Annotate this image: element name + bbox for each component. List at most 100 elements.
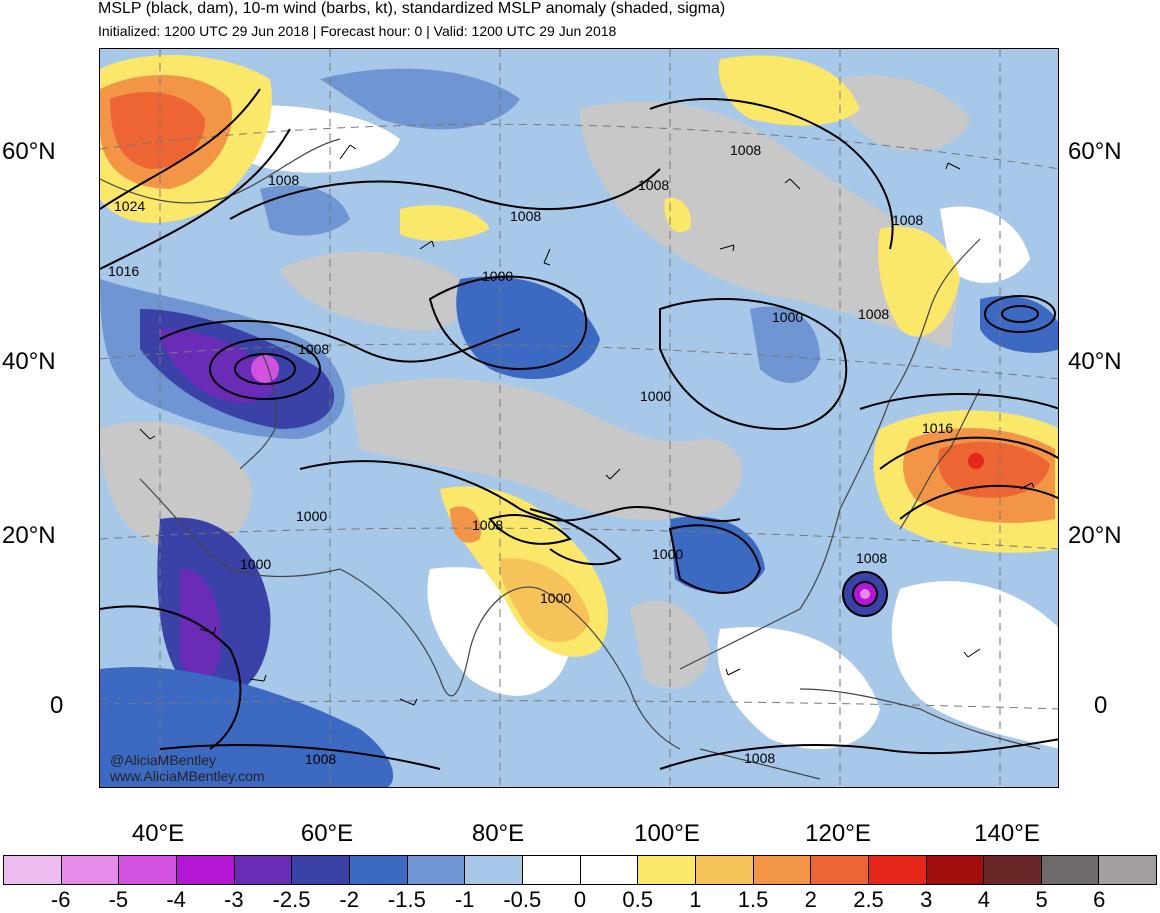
colorbar-tick-label: 4 [977,887,991,912]
anomaly-positive-bengal-mid [499,558,590,643]
wind-barb [605,468,621,480]
anomaly-gray-tibet [350,378,742,520]
anomaly-white-japan-sea [940,206,1030,283]
anomaly-gray-central-asia [280,251,467,331]
colorbar-tick-label: 2.5 [853,887,884,912]
colorbar-swatch [984,856,1042,884]
colorbar-swatch [580,856,639,884]
anomaly-negative-manchuria [750,306,820,383]
anomaly-negative-caspian-peak [251,355,279,383]
anomaly-gray-indochina [630,601,710,689]
lat-label-left: 20°N [2,522,56,549]
anomaly-gray-siberia [839,75,970,151]
colorbar-tick-label: -0.5 [503,887,542,912]
anomaly-positive-np-core [938,441,1050,498]
colorbar-tick-label: 6 [1093,887,1106,912]
wind-barb [725,668,741,676]
colorbar [3,855,1157,885]
wind-barb [139,428,156,440]
colorbar-tick-label: -3 [224,887,244,912]
anomaly-positive-europe-core [110,91,205,169]
contour-labels: 1024 1016 1008 1008 1008 1008 1008 1000 … [108,142,953,767]
anomaly-positive-mongolia [664,198,691,233]
colorbar-swatch [349,856,408,884]
contour-label: 1000 [240,556,271,572]
anomaly-positive-np-peak [968,453,984,469]
wind-barb [543,248,551,266]
anomaly-negative-typhoon-eye [860,589,870,599]
lon-label: 140°E [974,820,1040,847]
colorbar-swatch [926,856,985,884]
anomaly-white-scs [717,627,880,749]
contour-label: 1008 [305,751,336,767]
wind-barb [963,648,981,658]
colorbar-tick-label: 0.5 [622,887,653,912]
contour-label: 1008 [856,550,887,566]
lon-label: 40°E [131,820,185,847]
anomaly-white-west-pacific [891,581,1058,749]
wind-barb [1019,482,1035,490]
wind-barb [199,626,217,634]
colorbar-tick-label: -5 [108,887,129,912]
credit-website: www.AliciaMBentley.com [110,768,265,784]
colorbar-tick-label: -6 [50,887,71,912]
contour-label: 1008 [298,341,329,357]
colorbar-tick-label: -2 [339,887,359,912]
colorbar-swatch [753,856,812,884]
lat-label-left: 40°N [2,348,56,375]
colorbar-swatch [4,856,62,884]
lat-label-right: 40°N [1068,348,1122,375]
contour-label: 1008 [472,517,503,533]
colorbar-swatch [234,856,293,884]
anomaly-negative-arctic [320,68,520,130]
lat-label-right: 20°N [1068,522,1122,549]
colorbar-tick-label: 3 [920,887,933,912]
colorbar-swatch [176,856,235,884]
anomaly-negative-kuril [980,295,1058,353]
map-panel: 1024 1016 1008 1008 1008 1008 1008 1000 … [99,48,1059,788]
colorbar-tick-label: 1.5 [737,887,769,912]
colorbar-tick-label: -1.5 [387,887,426,912]
contour-label: 1008 [858,306,889,322]
graticule [100,49,1058,787]
colorbar-swatch [465,856,523,884]
colorbar-swatch [1099,856,1157,884]
colorbar-tick-label: 5 [1035,887,1048,912]
lat-label-right: 0 [1094,692,1108,719]
anomaly-negative-indian-ocean [100,667,394,787]
contour-label: 1000 [296,508,327,524]
lon-label: 100°E [634,820,700,847]
colorbar-swatch [522,856,581,884]
contour-label: 1000 [540,590,571,606]
contour-label: 1008 [268,172,299,188]
contour-label: 1016 [108,263,139,279]
colorbar-tick-label: -2.5 [272,887,311,912]
lat-label-right: 60°N [1068,138,1122,165]
anomaly-negative-kazakh [456,276,600,379]
colorbar-swatch [119,856,177,884]
lat-label-left: 60°N [2,138,56,165]
anomaly-negative-caspian-inner [160,329,280,403]
coastlines [100,138,1041,780]
chart-title: MSLP (black, dam), 10-m wind (barbs, kt)… [98,0,726,17]
lon-label: 120°E [805,820,871,847]
colorbar-tick-label: 0 [573,887,587,912]
contour-label: 1008 [638,177,669,193]
anomaly-negative-west-siberia [260,185,350,236]
credit-handle: @AliciaMBentley [110,752,217,768]
lon-label: 80°E [471,820,525,847]
anomaly-positive-kazakh-north [400,205,490,241]
wind-barb [419,240,435,250]
anomaly-positive-arctic-siberia [718,55,860,126]
wind-barb [719,244,735,252]
colorbar-swatch [695,856,754,884]
wind-barb [945,162,961,170]
colorbar-swatch [407,856,466,884]
contour-label: 1008 [744,750,775,766]
wind-barb [339,144,357,160]
colorbar-tick-label: 1 [689,887,702,912]
contour-label: 1000 [652,546,683,562]
colorbar-swatch [61,856,120,884]
contour-label: 1016 [922,420,953,436]
colorbar-swatch [868,856,927,884]
